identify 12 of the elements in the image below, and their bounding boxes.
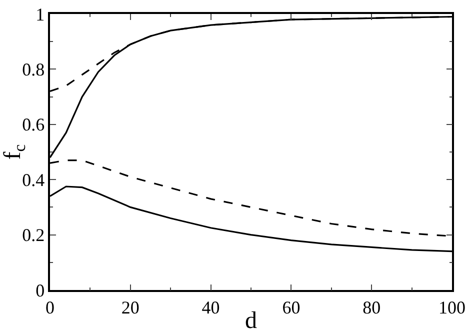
- y-tick-label: 1: [36, 4, 45, 24]
- x-tick-label: 100: [438, 297, 466, 318]
- x-axis-title: d: [245, 308, 257, 334]
- y-tick-label: 0.6: [22, 114, 45, 135]
- x-tick-label: 20: [121, 297, 140, 318]
- x-tick-label: 40: [202, 297, 220, 318]
- y-tick-label: 0.4: [22, 170, 45, 190]
- y-tick-label: 0.2: [22, 225, 45, 246]
- y-tick-label: 0.8: [22, 60, 45, 80]
- x-tick-label: 80: [362, 297, 381, 318]
- y-tick-label: 0: [36, 280, 45, 300]
- x-tick-label: 60: [282, 297, 300, 318]
